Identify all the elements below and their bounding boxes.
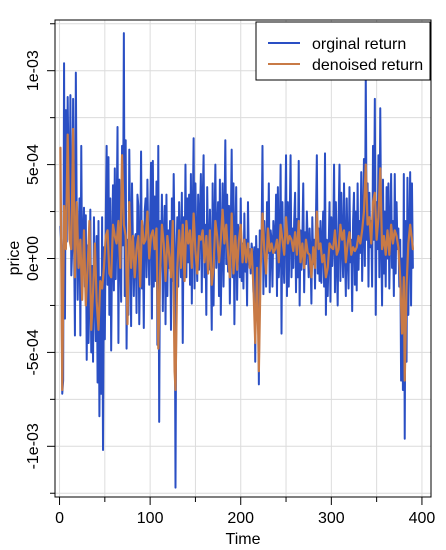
y-tick-label: 5e-04 (25, 144, 42, 185)
legend: orginal return denoised return (255, 21, 431, 81)
y-tick-label: 0e+00 (25, 236, 42, 281)
y-axis-title: price (6, 241, 23, 276)
y-tick-label: -1e-03 (25, 423, 42, 469)
legend-label-denoised-return: denoised return (312, 57, 423, 74)
x-axis: 0 100 200 300 400 (55, 497, 435, 527)
y-tick-label: -5e-04 (25, 329, 42, 375)
x-tick-label: 300 (318, 510, 345, 527)
series-line-denoised-return (59, 127, 414, 392)
x-tick-label: 200 (227, 510, 254, 527)
series-lines (59, 32, 414, 489)
y-tick-label: 1e-03 (25, 50, 42, 91)
x-tick-label: 400 (409, 510, 436, 527)
x-axis-title: Time (226, 531, 261, 548)
x-tick-label: 0 (55, 510, 64, 527)
legend-label-orginal-return: orginal return (312, 36, 406, 53)
legend-box (255, 21, 431, 81)
x-tick-label: 100 (137, 510, 164, 527)
y-axis: -1e-03 -5e-04 0e+00 5e-04 1e-03 (25, 23, 55, 494)
